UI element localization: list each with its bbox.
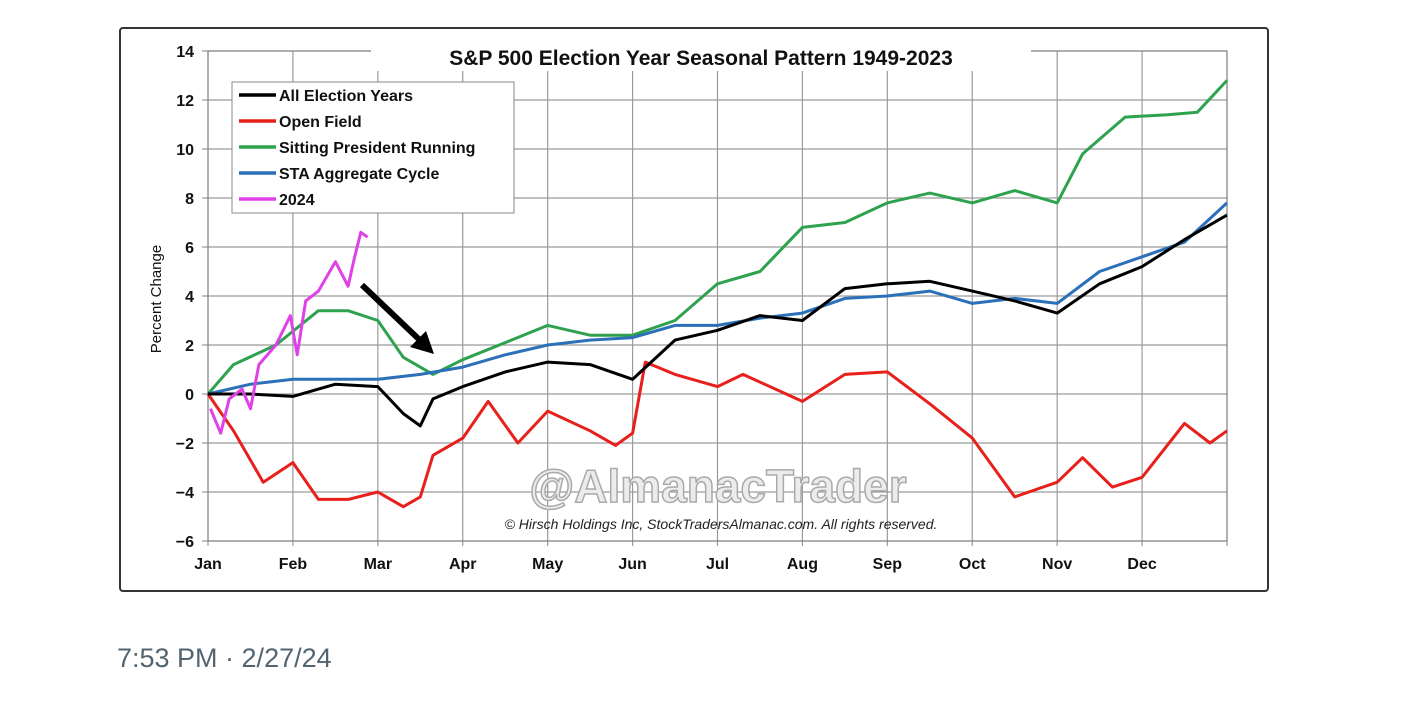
x-tick-labels: Jan Feb Mar Apr May Jun Jul Aug Sep Oct Nov Dec xyxy=(194,556,1157,573)
y-tick-labels: 14 12 10 8 6 4 2 0 −2 −4 −6 xyxy=(176,44,194,551)
y-tick-label: −2 xyxy=(176,436,194,453)
x-tick-label: Jan xyxy=(194,556,222,573)
x-tick-label: Jul xyxy=(706,556,729,573)
chart-title: S&P 500 Election Year Seasonal Pattern 1… xyxy=(449,47,953,70)
chart-image-frame: 14 12 10 8 6 4 2 0 −2 −4 −6 Jan Feb Mar Apr May Jun Jul A… xyxy=(119,27,1269,592)
legend: All Election Years Open Field Sitting Pres… xyxy=(231,81,515,214)
legend-label: All Election Years xyxy=(279,88,413,105)
y-axis-label: Percent Change xyxy=(148,245,165,353)
arrow-annotation xyxy=(359,282,434,354)
legend-label: STA Aggregate Cycle xyxy=(279,166,439,183)
x-tick-label: Sep xyxy=(873,556,903,573)
y-tick-label: 14 xyxy=(176,44,194,61)
series-line-sitting-president-running xyxy=(206,79,1229,395)
y-tick-label: 0 xyxy=(185,387,194,404)
x-tick-label: Feb xyxy=(279,556,308,573)
series-line-all-election-years xyxy=(208,213,1228,428)
y-tick-label: −6 xyxy=(176,534,194,551)
series-lines xyxy=(206,79,1229,509)
x-tick-label: May xyxy=(532,556,563,573)
legend-label: Sitting President Running xyxy=(279,140,475,157)
y-tick-label: 10 xyxy=(176,142,194,159)
watermark: @AlmanacTrader xyxy=(529,460,906,512)
series-line-open-field xyxy=(206,360,1228,509)
x-tick-label: Oct xyxy=(959,556,986,573)
seasonal-pattern-chart: 14 12 10 8 6 4 2 0 −2 −4 −6 Jan Feb Mar Apr May Jun Jul A… xyxy=(148,43,1229,573)
y-tick-label: 12 xyxy=(176,93,194,110)
legend-label: 2024 xyxy=(279,192,315,209)
y-tick-label: 4 xyxy=(185,289,194,306)
y-tick-label: 8 xyxy=(185,191,194,208)
legend-label: Open Field xyxy=(279,114,362,131)
legend-box xyxy=(231,81,515,214)
y-tick-label: 2 xyxy=(185,338,194,355)
x-tick-label: Jun xyxy=(618,556,646,573)
x-tick-label: Apr xyxy=(449,556,477,573)
copyright-note: © Hirsch Holdings Inc, StockTradersAlman… xyxy=(505,516,938,532)
x-tick-label: Nov xyxy=(1042,556,1072,573)
x-tick-label: Aug xyxy=(787,556,818,573)
y-tick-label: −4 xyxy=(176,485,194,502)
x-tick-label: Mar xyxy=(364,556,392,573)
y-tick-label: 6 xyxy=(185,240,194,257)
series-line-sta-aggregate-cycle xyxy=(207,201,1229,396)
x-tick-label: Dec xyxy=(1127,556,1156,573)
tweet-timestamp: 7:53 PM · 2/27/24 xyxy=(117,643,332,673)
series-line-2024 xyxy=(209,230,369,435)
